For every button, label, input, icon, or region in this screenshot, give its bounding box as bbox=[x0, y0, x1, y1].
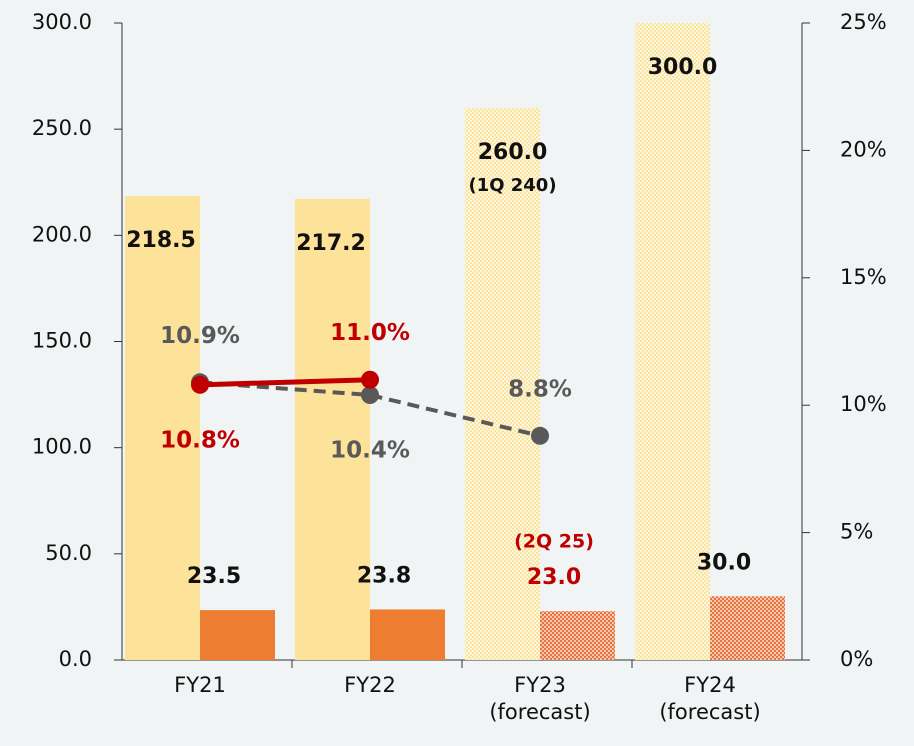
bar bbox=[370, 609, 445, 660]
y-tick-label: 300.0 bbox=[32, 10, 92, 34]
value-label: 8.8% bbox=[508, 376, 572, 402]
value-label: 217.2 bbox=[296, 231, 366, 256]
y-tick-label: 250.0 bbox=[32, 116, 92, 140]
y2-tick-label: 25% bbox=[840, 10, 887, 34]
bar bbox=[125, 196, 200, 660]
line bbox=[199, 377, 371, 388]
line-point bbox=[361, 386, 379, 405]
value-label: 23.8 bbox=[357, 563, 411, 588]
bar bbox=[465, 107, 540, 660]
y-tick-label: 50.0 bbox=[45, 541, 92, 565]
y2-tick-label: 10% bbox=[840, 392, 887, 416]
bar bbox=[635, 23, 710, 660]
x-tick-label: FY23 (forecast) bbox=[489, 673, 591, 724]
value-label: 10.8% bbox=[160, 427, 240, 453]
value-label: 30.0 bbox=[697, 550, 751, 575]
x-tick-label: FY24 (forecast) bbox=[659, 673, 761, 724]
value-label: 10.9% bbox=[160, 323, 240, 349]
line-point bbox=[531, 426, 549, 445]
y2-tick-label: 20% bbox=[840, 137, 887, 161]
bar bbox=[540, 611, 615, 660]
y2-tick-label: 0% bbox=[840, 647, 873, 671]
line bbox=[199, 380, 541, 438]
value-label: 11.0% bbox=[330, 320, 410, 346]
line-point bbox=[361, 370, 379, 389]
bar bbox=[200, 610, 275, 660]
x-tick-label: FY22 bbox=[344, 673, 396, 697]
y2-tick-label: 15% bbox=[840, 265, 887, 289]
line-point bbox=[191, 375, 209, 394]
y-tick-label: 150.0 bbox=[32, 329, 92, 353]
y2-tick-label: 5% bbox=[840, 520, 873, 544]
y-tick-label: 200.0 bbox=[32, 222, 92, 246]
annotation: (2Q 25) bbox=[514, 531, 594, 553]
value-label: 23.0 bbox=[527, 565, 581, 590]
y-tick-label: 0.0 bbox=[59, 647, 92, 671]
y-tick-label: 100.0 bbox=[32, 435, 92, 459]
value-label: 23.5 bbox=[187, 564, 241, 589]
value-label: 260.0 bbox=[478, 140, 548, 165]
value-label: 10.4% bbox=[330, 438, 410, 464]
value-label: 218.5 bbox=[126, 228, 196, 253]
value-label: 300.0 bbox=[648, 55, 718, 80]
bar bbox=[295, 198, 370, 660]
annotation: (1Q 240) bbox=[468, 175, 556, 196]
bar bbox=[710, 596, 785, 660]
x-tick-label: FY21 bbox=[174, 673, 226, 697]
